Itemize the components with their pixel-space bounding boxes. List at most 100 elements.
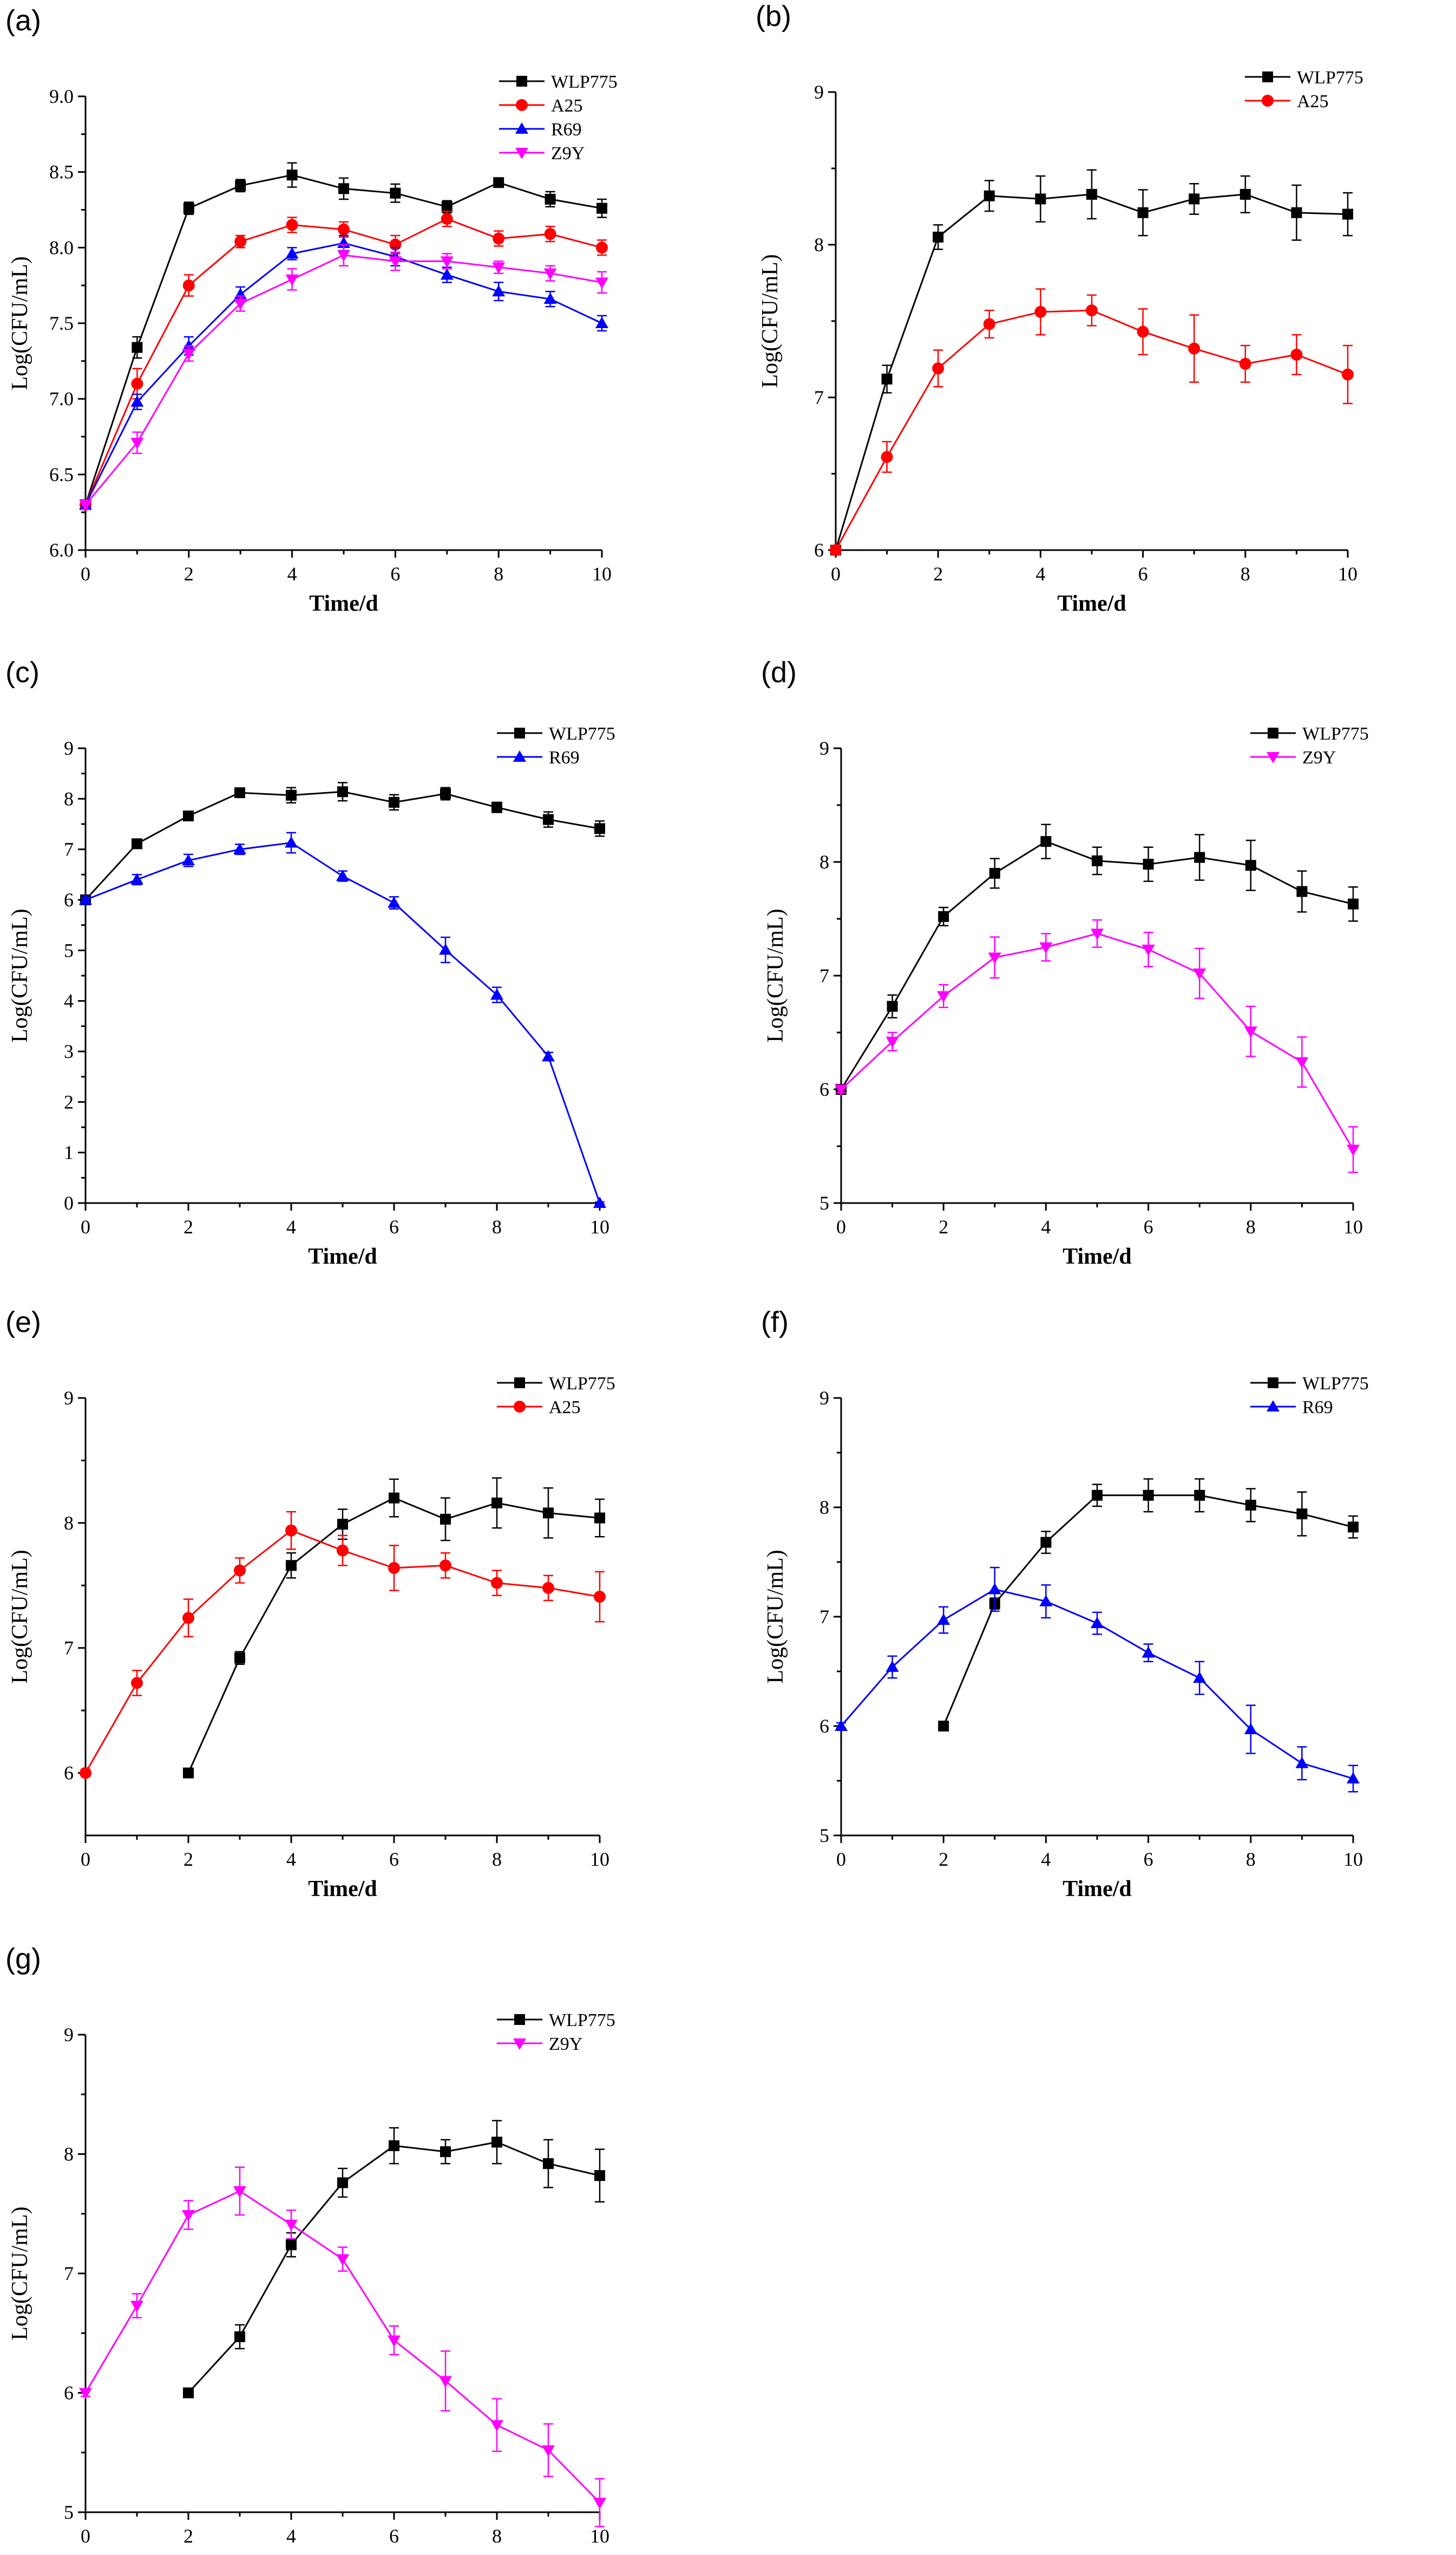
panel-c-point-R69 bbox=[490, 988, 503, 1000]
panel-f-x-tick-label: 4 bbox=[1041, 1848, 1051, 1870]
panel-c-point-WLP775 bbox=[234, 787, 245, 799]
panel-a-point-A25 bbox=[234, 236, 247, 248]
panel-b-point-A25 bbox=[983, 318, 995, 330]
panel-d-legend-marker-WLP775 bbox=[1268, 728, 1278, 739]
panel-c-point-WLP775 bbox=[337, 786, 348, 798]
panel-b-point-WLP775 bbox=[881, 374, 893, 385]
panel-f-y-tick-label: 7 bbox=[819, 1606, 829, 1628]
panel-e-x-tick-label: 10 bbox=[590, 1848, 609, 1870]
panel-a-point-Z9Y bbox=[492, 262, 506, 274]
panel-f-point-WLP775 bbox=[1092, 1489, 1103, 1501]
panel-b-x-axis-title: Time/d bbox=[1057, 591, 1126, 616]
panel-c-point-WLP775 bbox=[183, 811, 194, 822]
panel-f-y-tick-label: 9 bbox=[819, 1387, 829, 1409]
panel-c-y-axis-title: Log(CFU/mL) bbox=[8, 909, 32, 1042]
panel-b-x-tick-label: 6 bbox=[1138, 563, 1148, 585]
panel-a-point-WLP775 bbox=[286, 169, 298, 181]
panel-f-point-R69 bbox=[1142, 1646, 1155, 1658]
panel-d-point-Z9Y bbox=[1142, 944, 1155, 956]
panel-d-series-Z9Y bbox=[835, 919, 1360, 1173]
panel-a-point-WLP775 bbox=[235, 180, 246, 191]
panel-a-point-WLP775 bbox=[596, 202, 607, 214]
panel-b-point-WLP775 bbox=[1342, 208, 1353, 220]
panel-c-y-tick-label: 3 bbox=[64, 1041, 74, 1062]
panel-e-point-A25 bbox=[542, 1582, 554, 1594]
panel-a-point-A25 bbox=[544, 228, 556, 240]
panel-e-point-A25 bbox=[131, 1677, 143, 1689]
panel-e-x-tick-label: 2 bbox=[183, 1848, 193, 1870]
panel-a-point-A25 bbox=[493, 232, 505, 245]
panel-a-series-Z9Y bbox=[79, 244, 608, 512]
panel-d-point-WLP775 bbox=[989, 868, 1000, 879]
panel-c-point-R69 bbox=[593, 1197, 606, 1208]
panel-c-legend-marker-WLP775 bbox=[514, 728, 525, 739]
panel-d-y-tick-label: 9 bbox=[819, 737, 829, 759]
panel-e-point-A25 bbox=[594, 1591, 606, 1603]
panel-d-point-WLP775 bbox=[938, 911, 949, 922]
panel-c-series-WLP775 bbox=[80, 782, 605, 905]
panel-f-point-WLP775 bbox=[1245, 1499, 1256, 1511]
panel-e-point-WLP775 bbox=[543, 1507, 554, 1519]
panel-a-x-axis-title: Time/d bbox=[309, 591, 378, 616]
panel-c-point-WLP775 bbox=[132, 838, 142, 850]
panel-d-y-axis-title: Log(CFU/mL) bbox=[763, 909, 788, 1042]
panel-b-legend-marker-A25 bbox=[1262, 95, 1274, 107]
panel-a-point-WLP775 bbox=[493, 177, 504, 188]
panel-d-legend-label-Z9Y: Z9Y bbox=[1302, 748, 1336, 768]
panel-e-point-WLP775 bbox=[440, 1513, 451, 1525]
panel-f-point-WLP775 bbox=[938, 1721, 949, 1731]
panel-a-legend-label-R69: R69 bbox=[551, 120, 582, 140]
panel-a-x-tick-label: 4 bbox=[287, 563, 297, 585]
panel-f-y-tick-label: 5 bbox=[819, 1825, 829, 1846]
panel-b-point-A25 bbox=[1290, 349, 1303, 361]
panel-c-y-tick-label: 5 bbox=[64, 939, 74, 961]
panel-c-point-WLP775 bbox=[389, 796, 399, 808]
panel-e-x-tick-label: 0 bbox=[81, 1848, 90, 1870]
panel-d-x-tick-label: 0 bbox=[836, 1216, 846, 1238]
panel-g-legend-marker-WLP775 bbox=[514, 2014, 525, 2025]
panel-e-point-A25 bbox=[234, 1564, 246, 1577]
panel-a-point-R69 bbox=[595, 317, 608, 328]
panel-g-x-tick-label: 8 bbox=[492, 2525, 502, 2547]
panel-b-point-WLP775 bbox=[1189, 193, 1200, 205]
panel-e-point-WLP775 bbox=[286, 1560, 297, 1571]
panel-d-point-WLP775 bbox=[1348, 898, 1359, 910]
panel-d-point-Z9Y bbox=[1193, 968, 1206, 980]
panel-f-x-tick-label: 0 bbox=[836, 1848, 846, 1870]
panel-b-point-A25 bbox=[881, 450, 893, 463]
panel-d-y-tick-label: 6 bbox=[819, 1079, 829, 1100]
panel-b-point-A25 bbox=[932, 362, 945, 375]
panel-d-line-WLP775 bbox=[840, 840, 1354, 1090]
panel-d-x-tick-label: 2 bbox=[939, 1216, 948, 1238]
panel-f-x-tick-label: 2 bbox=[939, 1848, 948, 1870]
panel-e-point-WLP775 bbox=[594, 1512, 605, 1524]
panel-e-point-A25 bbox=[491, 1577, 503, 1589]
panel-g-point-Z9Y bbox=[388, 2335, 401, 2347]
panel-b-point-WLP775 bbox=[983, 190, 995, 201]
panel-f-x-tick-label: 6 bbox=[1144, 1848, 1153, 1870]
panel-e-line-A25 bbox=[84, 1529, 600, 1774]
panel-g-point-Z9Y bbox=[130, 2301, 143, 2312]
panel-e-y-tick-label: 7 bbox=[64, 1637, 74, 1659]
panel-c-x-tick-label: 0 bbox=[81, 1216, 90, 1238]
panel-a-series-WLP775 bbox=[80, 162, 607, 511]
panel-c-legend-marker-R69 bbox=[513, 750, 526, 762]
panel-f-series-WLP775 bbox=[938, 1478, 1359, 1731]
panel-g-legend-label-WLP775: WLP775 bbox=[549, 2010, 615, 2030]
panel-a-point-Z9Y bbox=[389, 256, 402, 268]
panel-b-x-tick-label: 0 bbox=[831, 563, 841, 585]
panel-d-legend-label-WLP775: WLP775 bbox=[1302, 724, 1369, 744]
panel-c-y-tick-label: 1 bbox=[64, 1142, 74, 1164]
panel-g-letter: (g) bbox=[5, 1943, 41, 1975]
panel-d-y-tick-label: 5 bbox=[819, 1192, 829, 1214]
panel-a-legend-marker-WLP775 bbox=[516, 76, 527, 87]
panel-a-letter: (a) bbox=[5, 4, 41, 37]
panel-c-legend-label-WLP775: WLP775 bbox=[549, 724, 615, 744]
panel-c-line-WLP775 bbox=[84, 790, 600, 901]
panel-b-series-WLP775 bbox=[830, 169, 1353, 556]
panel-a-point-A25 bbox=[338, 223, 350, 236]
panel-b-x-tick-label: 2 bbox=[933, 563, 943, 585]
panel-c: (c) 0 2 4 6 8 10 0 1 2 3 4 5 6 7 8 9 Time/d Log(CFU/mL) WLP… bbox=[5, 656, 615, 1269]
panel-g-x-tick-label: 0 bbox=[81, 2525, 90, 2547]
panel-d-point-Z9Y bbox=[937, 991, 950, 1003]
